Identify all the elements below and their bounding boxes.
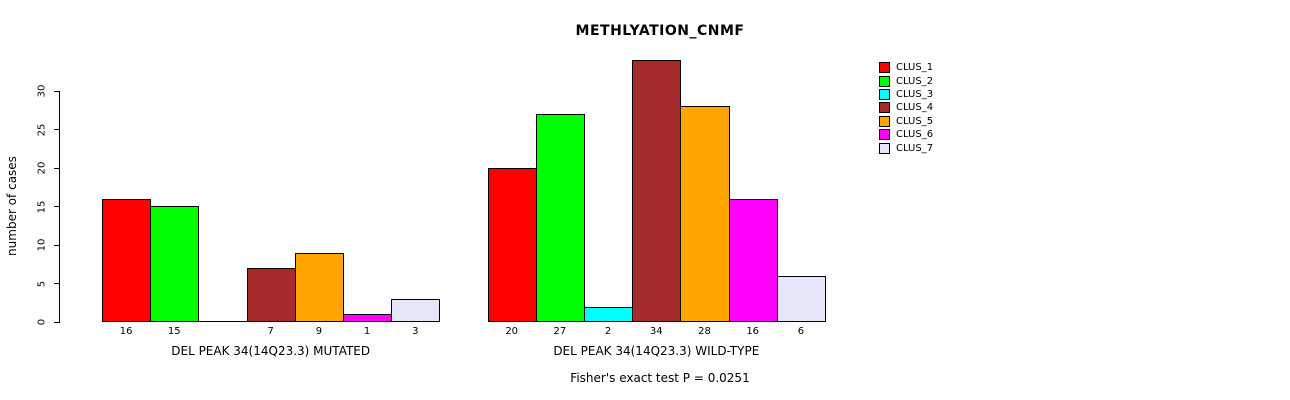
bar-value-label: 6: [797, 326, 805, 337]
bar-value-label: 27: [553, 326, 567, 337]
y-tick-label: 30: [36, 84, 48, 98]
bar-value-label: 9: [315, 326, 323, 337]
bar-value-label: 28: [698, 326, 711, 337]
legend-item-clus_7: CLUS_7: [879, 141, 933, 154]
group-label-2: DEL PEAK 34(14Q23.3) WILD-TYPE: [553, 344, 760, 358]
group-label-1: DEL PEAK 34(14Q23.3) MUTATED: [171, 344, 371, 358]
y-tick-label: 20: [36, 161, 48, 175]
legend-swatch: [879, 88, 890, 100]
bar-CLUS_1-group2: [488, 168, 537, 322]
bar-CLUS_6-group1: [343, 314, 392, 322]
fisher-test-annotation: Fisher's exact test P = 0.0251: [570, 371, 750, 385]
legend-label: CLUS_2: [896, 75, 934, 87]
bar-CLUS_5-group1: [295, 253, 344, 322]
legend-label: CLUS_5: [896, 115, 934, 127]
legend-swatch: [879, 62, 890, 74]
y-axis-line: [59, 91, 60, 323]
legend-swatch: [879, 102, 890, 114]
bar-value-label: 15: [167, 326, 181, 337]
y-tick-mark: [54, 321, 60, 323]
bar-CLUS_7-group2: [777, 276, 826, 322]
y-axis-label: number of cases: [5, 156, 19, 256]
bar-value-label: 3: [412, 326, 419, 337]
y-tick-mark: [54, 283, 60, 284]
bar-CLUS_6-group2: [729, 199, 778, 322]
legend-item-clus_5: CLUS_5: [879, 115, 933, 128]
bar-CLUS_3-group2: [584, 307, 633, 322]
legend-label: CLUS_4: [896, 102, 934, 114]
y-tick-mark: [54, 90, 60, 92]
bar-value-label: 16: [119, 326, 133, 337]
y-tick-label: 10: [36, 238, 48, 252]
legend-label: CLUS_3: [896, 88, 934, 100]
bar-CLUS_3-group1-zero: [198, 321, 248, 322]
bar-CLUS_5-group2: [680, 106, 730, 322]
y-tick-mark: [54, 206, 60, 207]
bar-CLUS_4-group2: [632, 60, 681, 322]
bar-value-label: 16: [746, 326, 760, 337]
legend-item-clus_3: CLUS_3: [879, 88, 933, 101]
bar-CLUS_7-group1: [391, 299, 440, 322]
legend-swatch: [879, 115, 890, 127]
legend-label: CLUS_7: [896, 142, 934, 154]
bar-CLUS_4-group1: [247, 268, 296, 322]
y-tick-mark: [54, 167, 60, 169]
y-tick-mark: [54, 244, 60, 246]
y-tick-mark: [54, 129, 60, 130]
bar-CLUS_1-group1: [102, 199, 151, 322]
legend-label: CLUS_1: [896, 62, 934, 74]
legend-swatch: [879, 142, 890, 154]
bar-CLUS_2-group1: [150, 206, 199, 322]
legend-item-clus_2: CLUS_2: [879, 74, 933, 87]
chart-title: METHLYATION_CNMF: [575, 23, 745, 39]
legend-swatch: [879, 129, 890, 141]
bar-value-label: 1: [363, 326, 371, 337]
legend-label: CLUS_6: [896, 129, 934, 141]
legend-swatch: [879, 75, 890, 87]
bar-CLUS_2-group2: [536, 114, 585, 322]
bar-value-label: 7: [267, 326, 274, 337]
legend: CLUS_1 CLUS_2 CLUS_3 CLUS_4 CLUS_5 CLUS_6 CLUS…: [879, 61, 933, 155]
legend-item-clus_4: CLUS_4: [879, 101, 933, 114]
legend-item-clus_6: CLUS_6: [879, 128, 933, 141]
y-tick-label: 5: [36, 280, 48, 287]
bar-value-label: 34: [649, 326, 663, 337]
y-tick-label: 0: [36, 318, 48, 326]
y-tick-label: 15: [36, 200, 48, 213]
bar-value-label: 20: [505, 326, 519, 337]
legend-item-clus_1: CLUS_1: [879, 61, 933, 74]
bar-value-label: 2: [604, 326, 612, 337]
y-tick-label: 25: [36, 123, 48, 136]
